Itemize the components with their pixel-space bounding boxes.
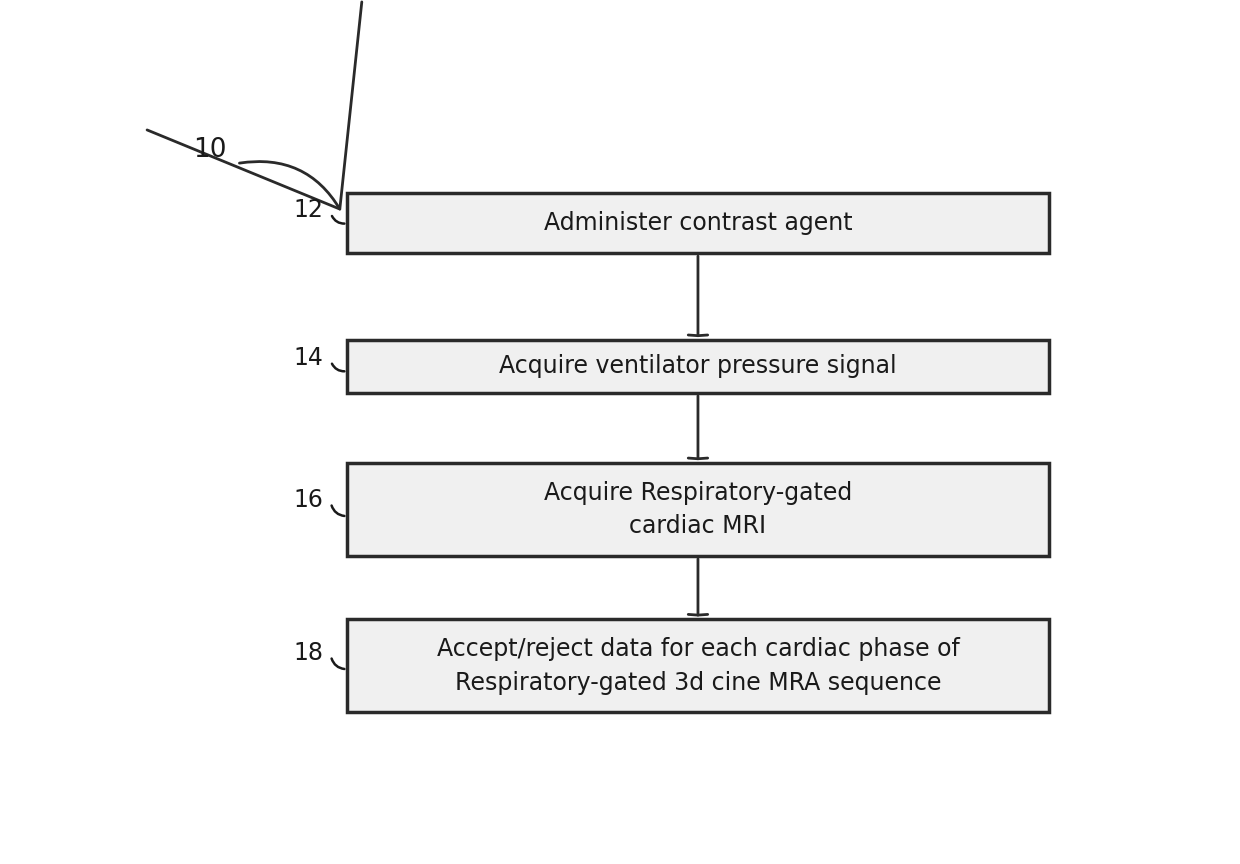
Text: Acquire ventilator pressure signal: Acquire ventilator pressure signal	[500, 354, 897, 378]
Text: 16: 16	[294, 487, 324, 511]
Text: Accept/reject data for each cardiac phase of
Respiratory-gated 3d cine MRA seque: Accept/reject data for each cardiac phas…	[436, 637, 960, 695]
Bar	[347, 463, 1049, 556]
Text: 18: 18	[293, 640, 324, 664]
FancyArrowPatch shape	[331, 658, 345, 669]
FancyArrowPatch shape	[332, 364, 345, 372]
Text: 12: 12	[294, 198, 324, 222]
Text: 10: 10	[193, 137, 227, 163]
Bar	[347, 340, 1049, 393]
Text: 14: 14	[294, 346, 324, 370]
FancyArrowPatch shape	[331, 505, 345, 516]
Bar	[347, 619, 1049, 713]
Bar	[347, 194, 1049, 253]
Text: Acquire Respiratory-gated
cardiac MRI: Acquire Respiratory-gated cardiac MRI	[544, 480, 852, 538]
Text: Administer contrast agent: Administer contrast agent	[543, 212, 852, 235]
FancyArrowPatch shape	[148, 2, 362, 209]
FancyArrowPatch shape	[332, 216, 345, 224]
